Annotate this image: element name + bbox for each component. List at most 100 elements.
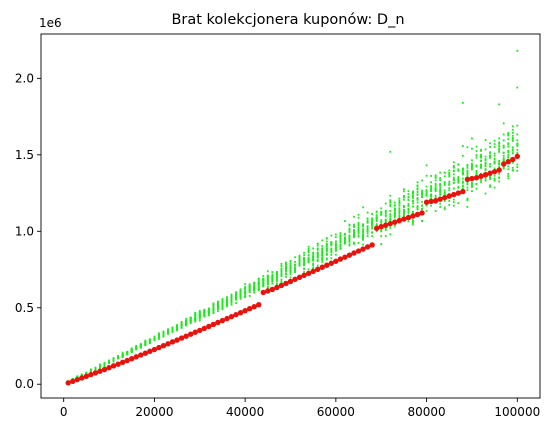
mean-point [242,307,248,314]
mean-point [414,211,421,218]
scatter-point [294,256,296,259]
mean-point [188,331,194,337]
scatter-point [466,175,469,178]
scatter-point [434,186,437,188]
mean-point [301,272,307,279]
scatter-point [389,210,392,212]
scatter-point [112,358,115,361]
scatter-point [226,302,228,305]
scatter-point [412,192,414,195]
scatter-point [99,363,101,366]
scatter-point [353,225,355,227]
scatter-point [353,234,355,237]
scatter-point [253,287,256,289]
scatter-point [384,202,387,205]
scatter-point [516,166,519,168]
scatter-point [298,264,301,267]
scatter-point [316,254,319,257]
scatter-point [511,169,514,172]
scatter-point [448,200,451,202]
scatter-point [434,184,437,187]
scatter-point [339,245,342,247]
mean-point [151,346,158,353]
scatter-point [307,245,310,248]
scatter-point [244,290,247,292]
scatter-point [457,176,460,178]
scatter-point [144,342,147,345]
scatter-point [452,198,455,201]
scatter-point [389,199,392,202]
mean-point [237,309,244,316]
scatter-point [221,305,224,308]
scatter-point [339,247,342,249]
scatter-point [239,296,242,299]
scatter-point [198,313,201,316]
scatter-point [330,247,333,250]
mean-point [274,284,280,291]
scatter-point [389,203,392,206]
scatter-point [280,268,283,270]
scatter-point [167,329,169,332]
scatter-outlier-point [389,150,392,153]
mean-point [305,270,312,277]
scatter-point [357,216,360,219]
mean-point [287,278,294,285]
scatter-point [452,201,455,204]
scatter-point [507,156,510,159]
scatter-point [371,226,374,229]
scatter-point [226,300,228,303]
scatter-point [421,179,423,182]
mean-point [106,365,112,371]
scatter-point [285,270,287,273]
scatter-point [380,210,383,213]
scatter-point [167,331,169,333]
mean-point [464,176,471,182]
scatter-point [443,193,446,196]
scatter-point [316,251,319,254]
scatter-point [375,223,378,225]
scatter-point [76,375,79,378]
scatter-point [507,175,510,177]
scatter-point [348,236,351,238]
scatter-point [285,263,287,266]
scatter-point [375,230,378,233]
scatter-point [253,285,256,288]
scatter-point [285,265,287,267]
scatter-point [357,232,360,234]
scatter-point [403,188,405,191]
scatter-point [275,277,278,280]
scatter-point [416,205,419,207]
scatter-point [439,184,442,186]
scatter-point [471,167,473,170]
scatter-point [330,248,333,251]
mean-point [369,242,375,248]
scatter-point [217,300,219,303]
scatter-point [366,230,369,232]
scatter-point [443,189,446,192]
scatter-point [275,274,278,277]
scatter-point [303,256,306,259]
mean-point [292,276,298,283]
mean-point [228,313,235,320]
scatter-point [393,225,396,227]
scatter-point [434,190,437,193]
mean-point [473,175,480,181]
scatter-point [171,330,174,333]
scatter-point [384,220,387,223]
scatter-point [121,351,124,354]
scatter-point [466,186,469,189]
mean-point [174,337,180,343]
scatter-point [384,209,387,212]
scatter-point [471,190,473,192]
scatter-point [285,267,287,270]
scatter-point [344,238,346,241]
scatter-point [271,282,274,285]
scatter-point [194,317,197,320]
scatter-point [348,240,351,243]
scatter-point [389,205,392,207]
mean-point [129,355,135,362]
scatter-point [307,254,310,257]
scatter-point [303,264,306,267]
scatter-point [348,227,351,230]
scatter-point [339,238,342,241]
